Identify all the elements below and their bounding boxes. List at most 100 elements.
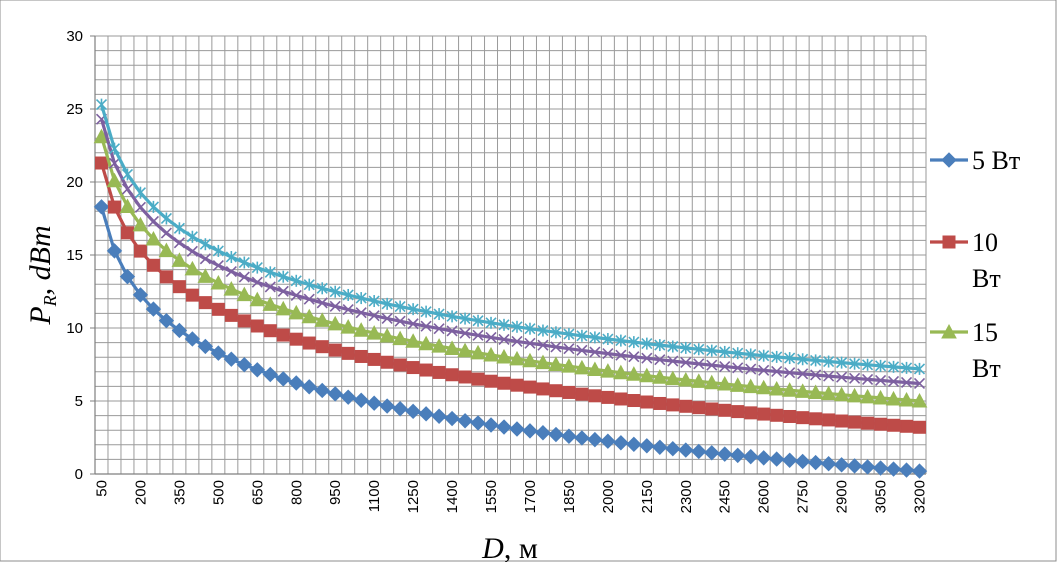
y-tick-label: 0 xyxy=(75,466,83,483)
data-point xyxy=(146,258,160,272)
legend-label: Вт xyxy=(972,264,1001,293)
data-point xyxy=(859,459,876,475)
data-point xyxy=(900,376,913,389)
data-point xyxy=(379,327,395,343)
data-point xyxy=(718,403,732,417)
data-point xyxy=(549,384,563,398)
data-point xyxy=(719,360,731,373)
data-point xyxy=(613,435,629,451)
data-point xyxy=(641,352,653,364)
data-point xyxy=(524,337,536,349)
data-point xyxy=(898,391,915,407)
data-point xyxy=(794,383,811,398)
data-point xyxy=(160,227,172,239)
data-point xyxy=(173,237,185,249)
data-point xyxy=(678,442,694,458)
data-point xyxy=(602,348,614,360)
data-point xyxy=(470,415,486,431)
legend-marker xyxy=(941,323,957,339)
data-point xyxy=(770,408,784,422)
data-point xyxy=(340,319,357,334)
data-point xyxy=(210,345,227,361)
data-point xyxy=(820,385,837,401)
data-point xyxy=(900,361,913,374)
data-point xyxy=(823,355,835,368)
data-point xyxy=(172,280,186,294)
data-point xyxy=(885,461,902,477)
data-point xyxy=(742,378,759,394)
data-point xyxy=(262,366,278,383)
data-point xyxy=(600,363,616,378)
data-point xyxy=(810,369,822,381)
data-point xyxy=(327,315,344,331)
data-point xyxy=(367,352,381,366)
series-line xyxy=(99,104,920,371)
x-axis-title: D, м xyxy=(481,532,538,562)
data-point xyxy=(171,322,188,339)
data-point xyxy=(212,259,224,272)
series-5 xyxy=(95,98,926,375)
y-tick-label: 20 xyxy=(66,174,83,191)
data-point xyxy=(717,446,733,462)
data-point xyxy=(277,270,289,283)
data-point xyxy=(420,305,432,318)
data-point xyxy=(394,315,406,327)
data-point xyxy=(807,454,824,471)
data-point xyxy=(484,374,498,388)
data-point xyxy=(302,336,316,350)
data-point xyxy=(667,340,679,353)
data-point xyxy=(368,310,380,322)
data-point xyxy=(913,362,926,375)
data-point xyxy=(470,344,486,360)
data-point xyxy=(652,439,668,455)
data-point xyxy=(405,403,421,420)
data-point xyxy=(457,342,473,358)
data-point xyxy=(706,344,718,357)
data-point xyxy=(133,244,147,258)
data-point xyxy=(95,98,108,111)
data-point xyxy=(536,382,550,396)
data-point xyxy=(185,288,199,302)
data-point xyxy=(807,384,824,400)
data-point xyxy=(483,346,499,362)
data-point xyxy=(223,351,240,367)
data-point xyxy=(276,328,290,342)
y-axis-title-main: P xyxy=(24,306,57,325)
data-point xyxy=(848,415,862,429)
data-point xyxy=(483,417,499,433)
data-point xyxy=(576,344,588,356)
data-point xyxy=(108,142,121,155)
data-point xyxy=(758,364,770,376)
data-point xyxy=(459,327,471,339)
data-point xyxy=(418,406,434,422)
data-point xyxy=(771,365,783,378)
data-point xyxy=(783,409,797,423)
x-axis-title-main: D xyxy=(481,532,504,562)
data-point xyxy=(134,186,147,199)
data-point xyxy=(693,343,705,356)
legend-label: 10 xyxy=(972,228,998,257)
data-point xyxy=(640,395,654,409)
axis-titles: D, м PR, dBm xyxy=(24,225,538,562)
data-point xyxy=(537,324,549,337)
data-point xyxy=(601,390,615,404)
data-point xyxy=(562,385,576,399)
data-point xyxy=(784,352,796,365)
data-point xyxy=(445,368,459,382)
data-point xyxy=(522,423,538,439)
x-tick-label: 800 xyxy=(288,480,305,505)
series-3 xyxy=(93,128,928,408)
x-tick-label: 950 xyxy=(327,480,344,505)
data-point xyxy=(329,300,341,312)
data-point xyxy=(885,390,902,406)
data-point xyxy=(628,336,640,349)
data-point xyxy=(614,392,628,406)
data-point xyxy=(431,338,447,353)
data-point xyxy=(145,301,162,317)
data-point xyxy=(898,462,915,478)
x-tick-label: 1250 xyxy=(405,480,422,513)
data-point xyxy=(197,268,214,283)
data-point xyxy=(381,312,393,325)
data-point xyxy=(666,398,680,412)
data-point xyxy=(106,172,123,188)
